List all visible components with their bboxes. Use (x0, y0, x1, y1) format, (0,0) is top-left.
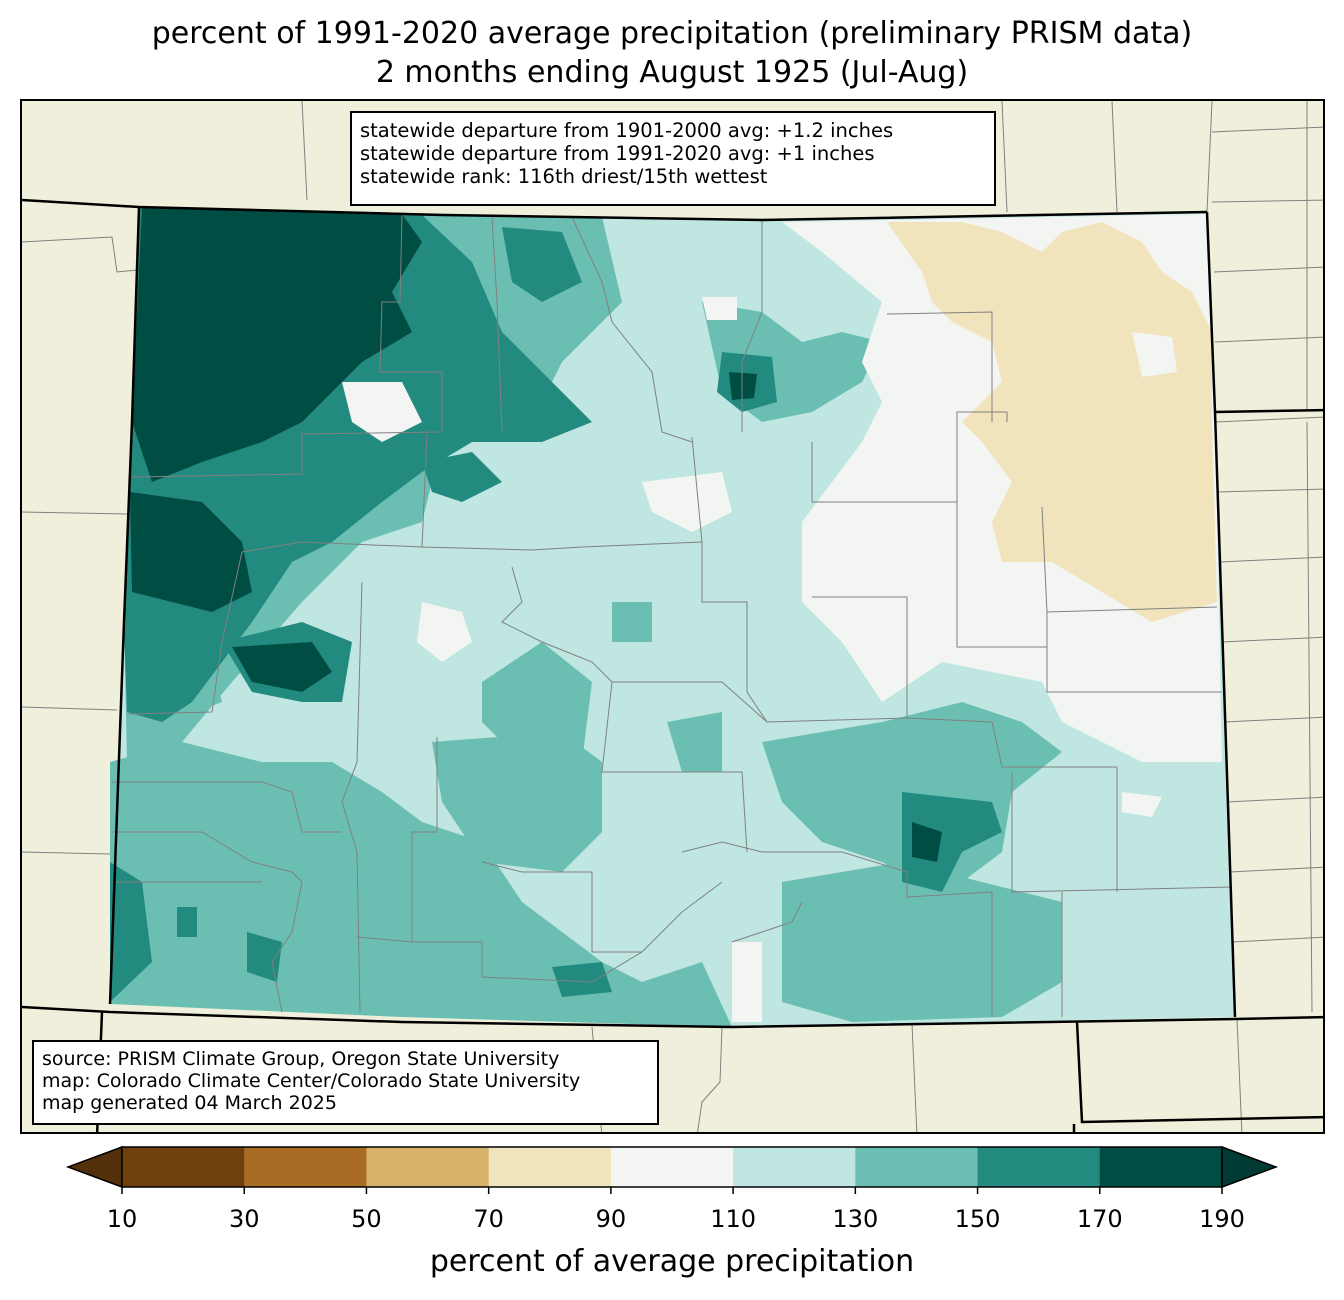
colorbar-segment (977, 1147, 1101, 1187)
precip-map (22, 101, 1323, 1132)
colorbar-tick-label: 170 (1076, 1205, 1123, 1233)
colorbar-segment (610, 1147, 734, 1187)
source-line-2: map: Colorado Climate Center/Colorado St… (42, 1070, 581, 1092)
source-line-1: source: PRISM Climate Group, Oregon Stat… (42, 1048, 560, 1070)
colorbar-segment (122, 1147, 245, 1187)
colorbar-tick-label: 130 (832, 1205, 879, 1233)
colorbar-title: percent of average precipitation (429, 1244, 915, 1279)
colorbar-tick-label: 90 (595, 1205, 627, 1233)
contour-70-90 (887, 222, 1217, 622)
colorbar-tick-label: 150 (954, 1205, 1001, 1233)
colorbar-segments (65, 1145, 1279, 1194)
colorbar-segment (733, 1147, 856, 1187)
colorbar-segment (855, 1147, 979, 1187)
colorbar-extend-low (65, 1145, 123, 1189)
stats-line-1: statewide departure from 1901-2000 avg: … (360, 119, 894, 142)
source-box: source: PRISM Climate Group, Oregon Stat… (32, 1040, 659, 1125)
map-subtitle: 2 months ending August 1925 (Jul-Aug) (375, 55, 969, 90)
contour-170-190 (130, 207, 942, 862)
stats-line-3: statewide rank: 116th driest/15th wettes… (360, 165, 768, 188)
colorbar-segment (488, 1147, 612, 1187)
colorbar-tick-label: 190 (1199, 1205, 1245, 1233)
colorbar-tick-label: 10 (106, 1205, 138, 1233)
state-borders (22, 198, 1323, 1132)
colorbar-segment (244, 1147, 367, 1187)
colorbar-segment (1099, 1147, 1223, 1187)
map-frame (20, 99, 1325, 1134)
colorbar-outline (121, 1146, 1223, 1188)
colorbar-tick-label: 110 (710, 1205, 757, 1233)
map-title: percent of 1991-2020 average precipitati… (151, 16, 1193, 51)
colorbar-tick-label: 30 (228, 1205, 260, 1233)
colorbar-segment (366, 1147, 490, 1187)
statewide-stats-box: statewide departure from 1901-2000 avg: … (350, 111, 996, 206)
county-lines (112, 213, 1233, 1017)
colorbar-tick-label: 70 (473, 1205, 504, 1233)
colorbar-tick-label: 50 (351, 1205, 382, 1233)
source-line-3: map generated 04 March 2025 (42, 1092, 337, 1114)
neighbor-county-lines (22, 101, 1323, 1132)
colorbar-extend-high (1221, 1145, 1279, 1189)
colorbar (65, 1145, 1279, 1194)
stats-line-2: statewide departure from 1991-2020 avg: … (360, 142, 875, 165)
